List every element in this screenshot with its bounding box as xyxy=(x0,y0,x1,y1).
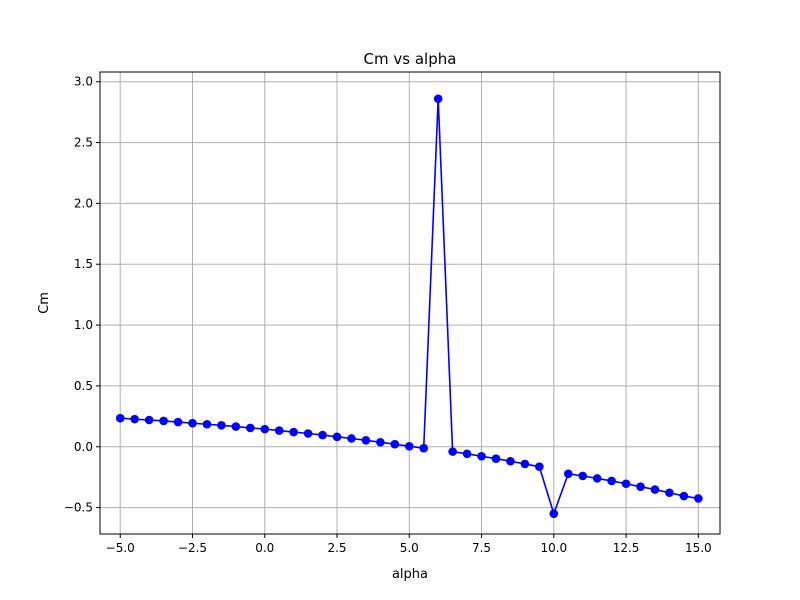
y-tick-label: 2.0 xyxy=(74,196,93,210)
data-point xyxy=(303,429,313,438)
y-tick-label: 0.5 xyxy=(74,379,93,393)
data-point xyxy=(231,422,241,431)
x-tick-label: 12.5 xyxy=(613,541,640,555)
data-point xyxy=(592,474,602,483)
data-point xyxy=(376,437,385,447)
x-axis-label: alpha xyxy=(392,567,428,582)
x-tick-label: 15.0 xyxy=(685,541,712,555)
y-tick-label: 0.0 xyxy=(74,440,93,454)
data-point xyxy=(665,488,674,498)
y-axis-label: Cm xyxy=(37,292,52,314)
x-tick-label: 0.0 xyxy=(255,541,274,555)
data-point xyxy=(347,434,356,443)
data-point xyxy=(289,427,298,437)
data-point xyxy=(274,426,284,435)
chart-title: Cm vs alpha xyxy=(364,50,457,68)
data-point xyxy=(390,439,400,449)
data-point xyxy=(477,451,486,461)
y-tick-label: 3.0 xyxy=(74,75,93,89)
data-point xyxy=(520,459,530,469)
data-point xyxy=(404,441,414,451)
y-tick-label: 2.5 xyxy=(74,136,93,150)
data-point xyxy=(694,494,703,503)
data-point xyxy=(188,418,197,428)
data-point xyxy=(260,424,270,434)
data-point xyxy=(535,462,544,472)
data-point xyxy=(217,421,226,430)
x-tick-label: −5.0 xyxy=(106,541,135,555)
data-point xyxy=(563,469,573,479)
x-tick-label: −2.5 xyxy=(178,541,207,555)
data-point xyxy=(318,430,327,440)
data-point xyxy=(419,443,429,453)
y-tick-label: 1.5 xyxy=(74,257,93,271)
x-tick-label: 2.5 xyxy=(327,541,346,555)
data-point xyxy=(607,476,616,486)
data-point xyxy=(361,436,371,445)
series-layer xyxy=(115,94,703,518)
x-axis-ticks: −5.0 −2.5 0.0 2.5 5.0 7.5 10.0 12.5 15.0 xyxy=(106,534,712,555)
plot-frame xyxy=(99,71,721,535)
grid xyxy=(100,72,720,534)
y-tick-label: 1.0 xyxy=(74,318,93,332)
x-tick-label: 10.0 xyxy=(540,541,567,555)
y-axis-ticks: −0.5 0.0 0.5 1.0 1.5 2.0 2.5 3.0 xyxy=(64,75,100,515)
data-point xyxy=(650,485,660,494)
data-point xyxy=(115,413,125,423)
data-point xyxy=(173,417,183,427)
data-point xyxy=(506,456,515,466)
data-point xyxy=(448,447,457,456)
data-point xyxy=(621,479,631,489)
data-point xyxy=(332,432,342,442)
data-point xyxy=(462,449,472,459)
data-point xyxy=(246,423,255,433)
data-point xyxy=(491,454,501,463)
data-point xyxy=(202,419,212,429)
data-point xyxy=(578,471,588,481)
data-point xyxy=(549,509,559,518)
data-point xyxy=(130,414,139,424)
data-point xyxy=(144,415,154,425)
data-point xyxy=(636,482,645,491)
data-point xyxy=(159,416,168,426)
x-tick-label: 5.0 xyxy=(400,541,419,555)
y-tick-label: −0.5 xyxy=(64,501,93,515)
x-tick-label: 7.5 xyxy=(472,541,491,555)
data-point xyxy=(679,491,689,501)
data-point xyxy=(433,94,443,104)
